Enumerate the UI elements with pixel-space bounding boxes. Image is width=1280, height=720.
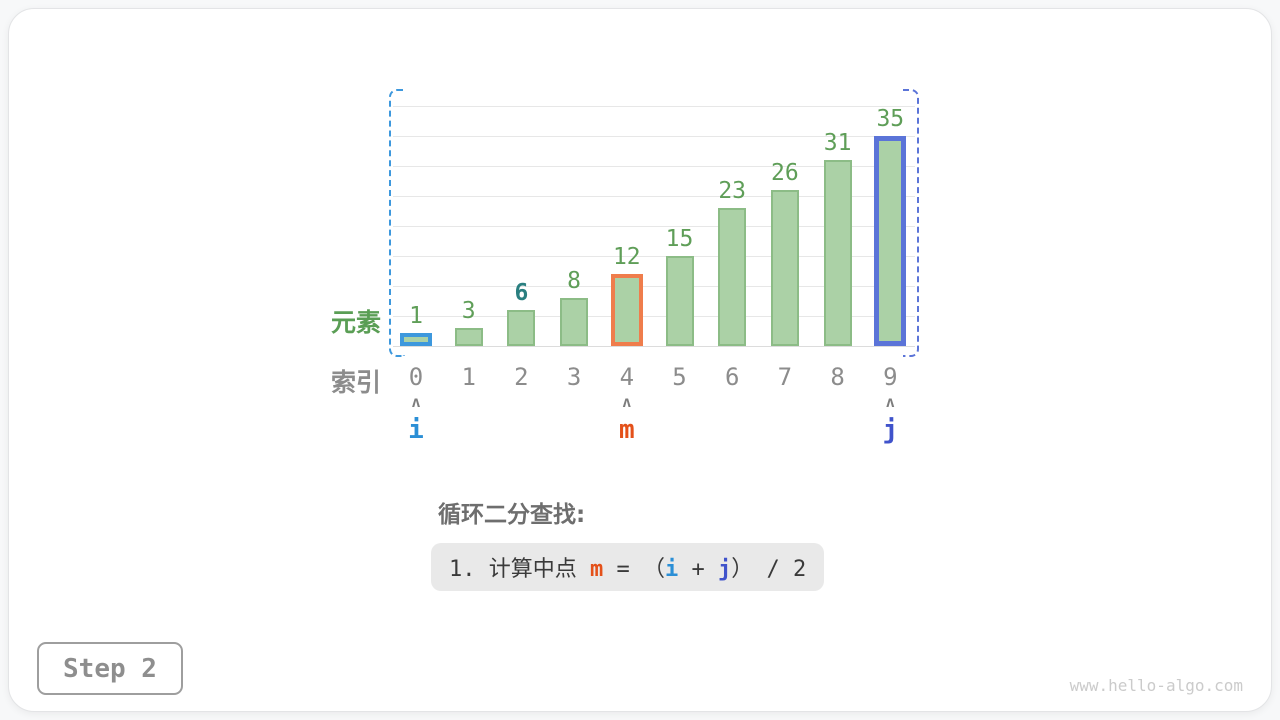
figure-card: 1 0 3 1 6 2 8 3 12 4 15 5 23 6 26 7 31 8 35 9 ʌ i ʌ m ʌ j 元素 索引 循… (8, 8, 1272, 712)
bar-index-2 (507, 310, 536, 346)
range-bracket-left-icon (389, 89, 405, 357)
pointer-label-m: m (618, 415, 635, 445)
bar-value-label: 3 (461, 298, 476, 324)
formula-segment: 1. 计算中点 (449, 557, 590, 582)
bar-index-4 (610, 274, 643, 346)
bar-index-0 (400, 333, 432, 346)
bar-index-9 (874, 136, 907, 346)
pointer-arrow-icon: ʌ (622, 393, 632, 411)
bar-value-label: 1 (409, 303, 423, 329)
element-axis-label: 元素 (330, 308, 381, 337)
pointer-label-i: i (408, 415, 424, 445)
gridline (393, 286, 915, 287)
formula-segment: j (717, 557, 732, 582)
gridline (393, 106, 915, 107)
bar-index-3 (560, 298, 589, 346)
gridline (393, 256, 915, 257)
index-label: 8 (830, 363, 845, 391)
index-label: 2 (514, 363, 529, 391)
bar-value-label: 35 (876, 106, 905, 132)
index-label: 7 (777, 363, 793, 391)
caption-heading: 循环二分查找: (438, 502, 586, 528)
gridline (393, 196, 915, 197)
bar-index-7 (770, 190, 799, 346)
index-axis-label: 索引 (330, 368, 381, 397)
bar-value-label: 26 (771, 160, 799, 186)
formula-segment: m (589, 557, 604, 582)
formula-segment: i (664, 557, 679, 582)
index-label: 3 (566, 363, 582, 391)
site-watermark: www.hello-algo.com (1069, 676, 1243, 695)
bar-index-8 (823, 160, 852, 346)
bar-value-label: 15 (665, 226, 694, 252)
bar-index-6 (718, 208, 747, 346)
bar-value-label: 8 (567, 268, 582, 294)
range-bracket-right-icon (903, 89, 919, 357)
index-label: 9 (883, 363, 898, 391)
index-label: 1 (461, 363, 476, 391)
gridline (393, 346, 915, 347)
index-label: 6 (724, 363, 740, 391)
index-label: 4 (619, 363, 635, 391)
formula-segment: + (678, 557, 718, 582)
pointer-label-j: j (882, 415, 899, 445)
pointer-arrow-icon: ʌ (411, 393, 421, 411)
bar-chart: 1 0 3 1 6 2 8 3 12 4 15 5 23 6 26 7 31 8 35 9 ʌ i ʌ m ʌ j (389, 87, 919, 467)
index-label: 5 (672, 363, 687, 391)
bar-value-label: 31 (823, 130, 852, 156)
bar-index-1 (454, 328, 483, 346)
bar-value-label: 6 (514, 280, 529, 306)
formula-segment: = （ (603, 557, 665, 582)
step-badge: Step 2 (37, 642, 183, 695)
bar-value-label: 23 (718, 178, 747, 204)
gridline (393, 316, 915, 317)
pointer-arrow-icon: ʌ (885, 393, 895, 411)
gridline (393, 226, 915, 227)
gridline (393, 136, 915, 137)
formula-segment: ） / 2 (731, 557, 807, 582)
bar-index-5 (665, 256, 694, 346)
gridline (393, 166, 915, 167)
formula-box: 1. 计算中点 m = （i + j） / 2 (431, 543, 825, 591)
bar-value-label: 12 (612, 244, 641, 270)
index-label: 0 (408, 363, 424, 391)
